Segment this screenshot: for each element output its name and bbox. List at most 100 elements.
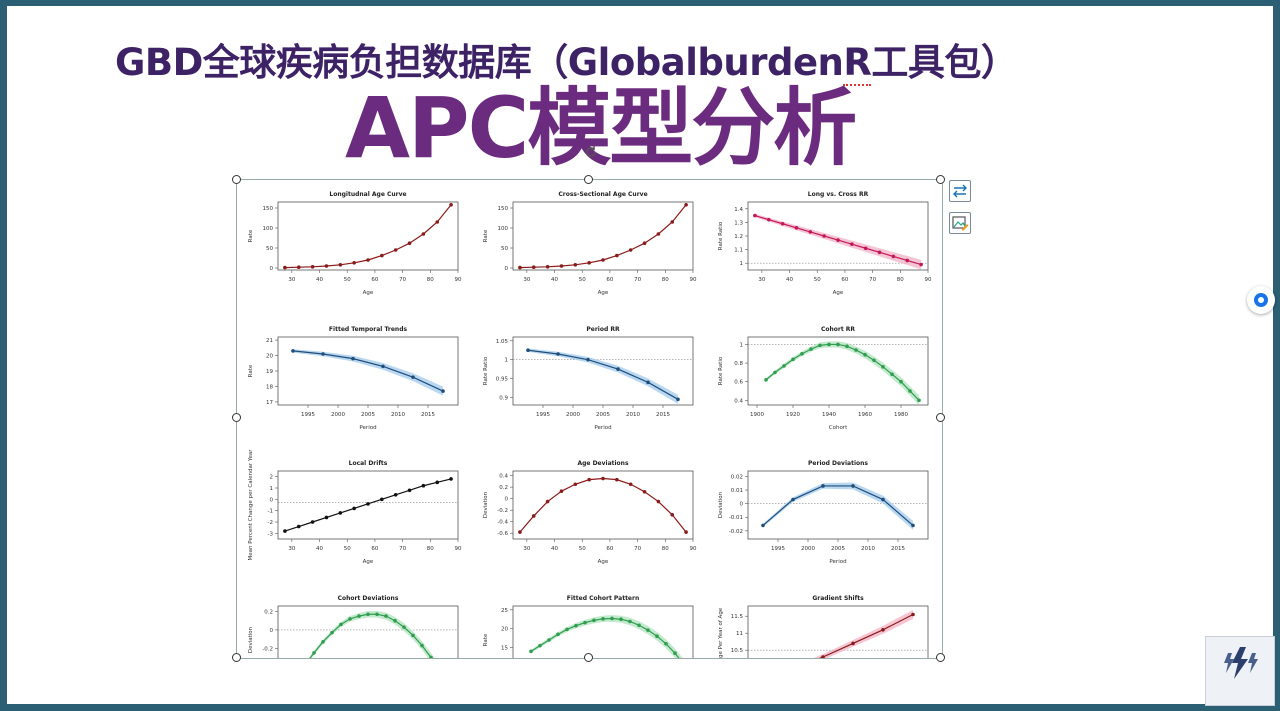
plot-frame — [512, 470, 694, 540]
y-tick-label: 1.1 — [734, 248, 743, 254]
data-point — [615, 253, 619, 258]
data-point — [574, 623, 578, 628]
data-point — [435, 480, 440, 485]
series-line — [519, 204, 687, 269]
data-point — [583, 620, 587, 625]
data-point — [899, 379, 903, 384]
data-point — [619, 617, 623, 622]
assistant-circle-icon[interactable] — [1247, 286, 1275, 314]
chart-title: Period Deviations — [808, 460, 868, 467]
y-tick-label: 150 — [263, 206, 274, 212]
data-point — [891, 254, 896, 259]
data-point — [628, 482, 633, 487]
data-point — [881, 497, 885, 502]
x-tick-label: 2015 — [891, 546, 905, 552]
data-point — [601, 476, 605, 481]
data-point — [628, 248, 633, 252]
series-line — [292, 350, 444, 392]
series-line — [309, 613, 433, 658]
y-tick-label: 0.9 — [499, 395, 508, 401]
data-point — [421, 232, 426, 236]
chart-title: Period RR — [586, 326, 620, 333]
resize-handle-bm[interactable] — [584, 653, 593, 662]
apc-chart-image[interactable]: Longitudnal Age Curve 30 40 50 60 70 80 90 0 50 10… — [236, 179, 943, 659]
data-point — [863, 352, 867, 357]
rotate-handle-icon[interactable] — [583, 144, 599, 160]
data-point — [670, 512, 675, 517]
data-point — [911, 612, 915, 617]
y-tick-label: 150 — [498, 206, 509, 212]
x-tick-label: 90 — [455, 277, 462, 283]
confidence-band — [308, 610, 435, 658]
chart-title: Local Drifts — [349, 460, 388, 467]
data-point — [339, 622, 343, 627]
y-tick-label: 0 — [505, 497, 509, 503]
x-tick-label: 50 — [344, 277, 351, 283]
data-point — [850, 242, 854, 246]
x-tick-label: 40 — [551, 546, 558, 552]
resize-handle-tm[interactable] — [584, 175, 593, 184]
data-point — [911, 523, 915, 528]
data-point — [761, 523, 765, 528]
swap-arrows-icon[interactable] — [949, 180, 971, 202]
picture-edit-icon[interactable] — [949, 212, 971, 234]
slide-subtitle: GBD全球疾病负担数据库（GlobalburdenR工具包） — [115, 32, 1018, 86]
data-point — [655, 634, 659, 639]
y-tick-label: 20 — [501, 627, 508, 633]
data-point — [851, 641, 855, 646]
resize-handle-ml[interactable] — [232, 413, 241, 422]
plot-frame — [512, 605, 694, 658]
data-point — [637, 623, 641, 628]
x-tick-label: 1920 — [786, 412, 800, 418]
data-point — [664, 641, 668, 646]
data-point — [587, 261, 591, 265]
data-point — [310, 265, 315, 269]
chart-panel-11: Fitted Cohort Pattern10152025Rate — [483, 595, 694, 658]
brand-logo-icon — [1205, 636, 1275, 706]
chart-title: Age Deviations — [577, 460, 628, 467]
confidence-band — [293, 349, 443, 396]
data-point — [601, 258, 605, 262]
y-tick-label: 0.02 — [731, 474, 743, 480]
data-point — [324, 264, 329, 268]
data-point — [791, 357, 795, 362]
x-tick-label: 90 — [690, 546, 697, 552]
data-point — [601, 617, 605, 621]
data-point — [773, 370, 777, 375]
data-point — [656, 499, 661, 504]
data-point — [821, 655, 825, 658]
resize-handle-tl[interactable] — [232, 175, 241, 184]
data-point — [296, 524, 301, 529]
plot-frame — [747, 605, 929, 658]
x-tick-label: 60 — [371, 546, 378, 552]
resize-handle-mr[interactable] — [936, 413, 945, 422]
subtitle-prefix: GBD全球疾病负担数据库（Globalburden — [115, 41, 844, 84]
y-tick-label: -0.6 — [497, 531, 508, 537]
chart-title: Cohort Deviations — [338, 595, 399, 602]
y-tick-label: -2 — [268, 520, 273, 526]
data-point — [338, 511, 343, 515]
resize-handle-bl[interactable] — [232, 653, 241, 662]
confidence-band — [763, 482, 913, 530]
x-tick-label: 1995 — [771, 546, 785, 552]
data-point — [283, 529, 287, 533]
x-tick-label: 1900 — [750, 412, 764, 418]
y-tick-label: 17 — [266, 400, 273, 406]
data-point — [808, 230, 813, 234]
x-axis-label: Period — [594, 425, 611, 431]
data-point — [321, 352, 325, 356]
x-tick-label: 70 — [399, 277, 406, 283]
data-point — [766, 217, 771, 222]
x-tick-label: 90 — [925, 277, 932, 283]
resize-handle-tr[interactable] — [936, 175, 945, 184]
data-point — [642, 489, 647, 494]
data-point — [381, 364, 385, 369]
data-point — [556, 352, 560, 356]
resize-handle-br[interactable] — [936, 653, 945, 662]
data-point — [411, 375, 415, 379]
series-line — [519, 477, 687, 533]
x-axis-label: Cohort — [829, 425, 848, 431]
data-point — [800, 351, 804, 356]
data-point — [310, 520, 315, 524]
